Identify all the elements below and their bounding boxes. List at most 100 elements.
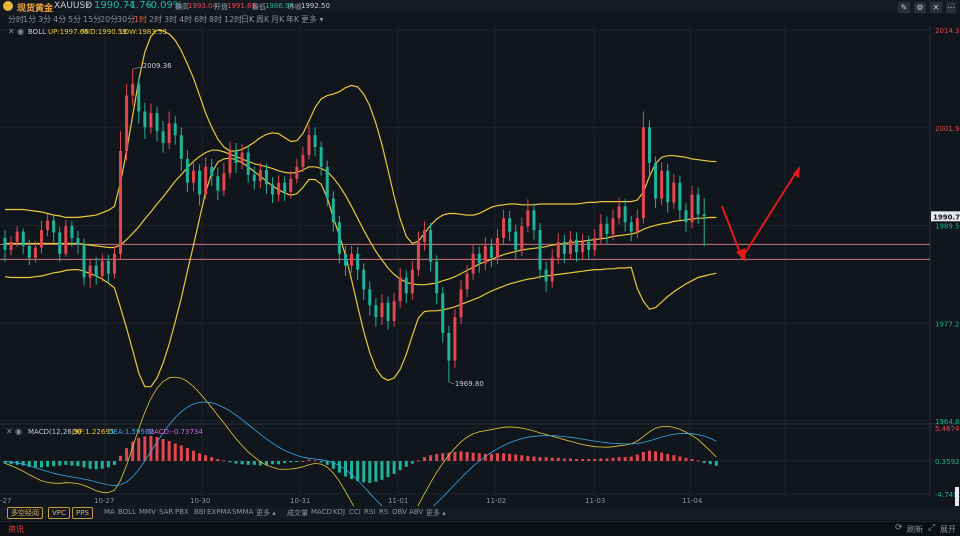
candle-body	[678, 182, 682, 211]
more-button[interactable]: ⋯	[946, 2, 956, 13]
candle-body	[380, 302, 384, 318]
indicator-button-0[interactable]: MA	[104, 508, 115, 516]
macd-bar	[520, 455, 524, 462]
pill-1[interactable]: VPC	[48, 507, 70, 519]
macd-bar	[88, 461, 92, 469]
indicator-settings-button[interactable]: ⚙	[914, 2, 926, 13]
refresh-icon[interactable]: ⟳	[895, 523, 903, 533]
indicator-button-8[interactable]: 更多 ▴	[256, 509, 276, 517]
sub-indicator-button-3[interactable]: CCI	[349, 508, 361, 516]
timeframe-11[interactable]: 4时	[179, 15, 193, 24]
timeframe-5[interactable]: 15分	[83, 15, 102, 24]
macd-bar	[70, 461, 74, 466]
macd-bar	[173, 443, 177, 462]
candle-body	[100, 260, 104, 276]
symbol-name[interactable]: 现货黄金	[17, 4, 54, 14]
macd-bar	[155, 437, 159, 462]
indicator-button-4[interactable]: PBX	[175, 508, 189, 516]
time-axis-label: 11-04	[682, 497, 703, 505]
timeframe-13[interactable]: 8时	[209, 15, 223, 24]
sub-indicator-button-4[interactable]: RSI	[364, 508, 376, 516]
sub-indicator-button-2[interactable]: KDJ	[333, 508, 346, 516]
macd-bar	[423, 457, 427, 462]
boll-legend-name: BOLL	[28, 28, 46, 36]
timeframe-18[interactable]: 年K	[286, 15, 300, 24]
candle-body	[33, 247, 37, 258]
candle-body	[88, 265, 92, 278]
kline-chart[interactable]: 2009.36 1969.80 2014.30 2001.94 1989.58 1977…	[0, 26, 960, 506]
macd-bar	[611, 457, 615, 462]
sub-indicator-button-8[interactable]: 更多 ▴	[426, 509, 446, 517]
candle-body	[696, 194, 700, 215]
macd-bar	[307, 459, 311, 462]
timeframe-15[interactable]: 日K	[241, 15, 255, 24]
support-resistance-lines	[0, 243, 930, 260]
indicator-button-3[interactable]: SAR	[159, 508, 174, 516]
macd-bar	[702, 461, 706, 463]
news-tab[interactable]: 资讯	[8, 525, 24, 534]
timeframe-1[interactable]: 1分	[23, 15, 37, 24]
trend-arrow-head-up	[793, 166, 800, 178]
symbol-code[interactable]: XAUUSD	[54, 1, 93, 11]
timeframe-12[interactable]: 6时	[194, 15, 208, 24]
macd-bar	[39, 461, 43, 468]
candle-body	[635, 218, 639, 232]
drawing-tools-button[interactable]: ✎	[898, 2, 910, 13]
expand-icon[interactable]: ⤢	[928, 523, 936, 533]
candle-body	[538, 230, 542, 270]
timeframe-8[interactable]: 1时	[134, 15, 148, 24]
macd-bar	[538, 457, 542, 462]
macd-bar	[532, 456, 536, 462]
pill-0[interactable]: 多空经阅	[7, 507, 43, 519]
timeframe-3[interactable]: 4分	[53, 15, 67, 24]
candle-body	[198, 170, 202, 195]
macd-bar	[416, 460, 420, 462]
sub-indicator-button-6[interactable]: OBV	[392, 508, 407, 516]
candle-body	[155, 113, 159, 132]
timeframe-4[interactable]: 5分	[68, 15, 82, 24]
close-button[interactable]: ✕	[930, 2, 942, 13]
sub-indicator-button-0[interactable]: 成交量	[287, 509, 308, 517]
indicator-button-2[interactable]: MMV	[139, 508, 156, 516]
candle-body	[58, 232, 62, 254]
refresh-button[interactable]: 刷新	[907, 525, 923, 534]
timeframe-2[interactable]: 3分	[38, 15, 52, 24]
time-axis-label: 11-01	[388, 497, 408, 505]
expand-button[interactable]: 展开	[940, 525, 956, 534]
candle-body	[216, 176, 220, 191]
timeframe-9[interactable]: 2时	[149, 15, 163, 24]
sub-indicator-button-5[interactable]: RS	[379, 508, 389, 516]
timeframe-7[interactable]: 30分	[117, 15, 136, 24]
collapse-icon: ✕	[8, 27, 15, 36]
macd-bar	[508, 453, 512, 462]
boll-middle-line	[5, 149, 717, 286]
macd-bar	[52, 461, 56, 467]
candle-body	[185, 158, 189, 183]
timeframe-17[interactable]: 月K	[271, 15, 285, 24]
timeframe-14[interactable]: 12时	[224, 15, 243, 24]
candle-body	[356, 253, 360, 270]
timeframe-0[interactable]: 分时	[8, 15, 24, 24]
sub-indicator-button-7[interactable]: ABV	[409, 508, 424, 516]
symbol-dropdown-icon[interactable]: ▾	[85, 1, 90, 11]
macd-bar	[477, 453, 481, 462]
candle-body	[295, 166, 299, 179]
macd-dea-line	[4, 401, 717, 506]
timeframe-16[interactable]: 周K	[256, 15, 270, 24]
indicator-button-7[interactable]: SMMA	[232, 508, 254, 516]
indicator-button-5[interactable]: BBI	[194, 508, 206, 516]
pill-2[interactable]: PPS	[72, 507, 93, 519]
indicator-button-6[interactable]: EXPMA	[207, 508, 232, 516]
timeframe-6[interactable]: 20分	[100, 15, 119, 24]
timeframe-10[interactable]: 3时	[164, 15, 178, 24]
boll-lower-line	[4, 157, 717, 388]
sub-indicator-button-1[interactable]: MACD	[311, 508, 332, 516]
candle-body	[319, 147, 323, 167]
candle-body	[647, 127, 651, 163]
macd-bar	[593, 459, 597, 462]
candle-body	[52, 220, 56, 233]
timeframe-19[interactable]: 更多 ▾	[301, 15, 324, 24]
indicator-button-1[interactable]: BOLL	[118, 508, 136, 516]
candle-body	[82, 244, 86, 278]
status-bar: 资讯 ⟳ 刷新 ⤢ 展开	[0, 521, 960, 536]
